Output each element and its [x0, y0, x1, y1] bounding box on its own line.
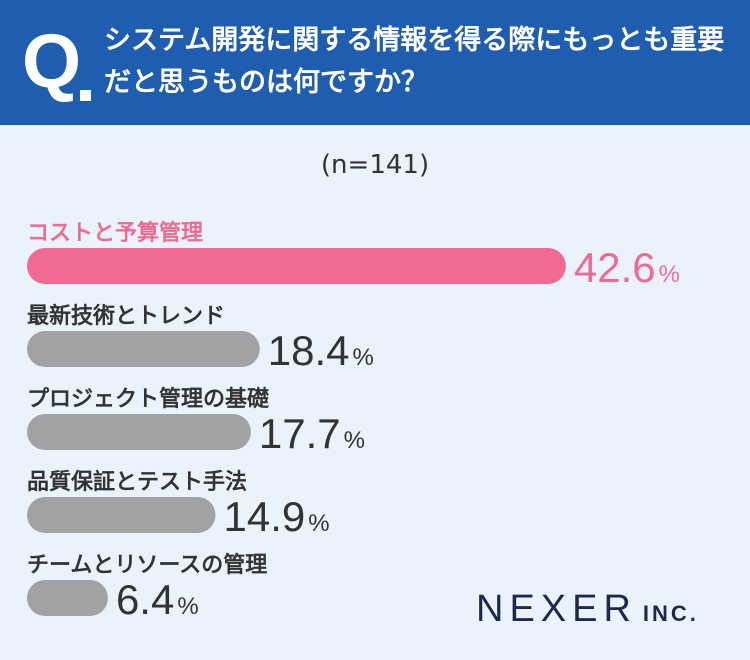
- value-label: 6.4%: [116, 576, 199, 623]
- value-label: 14.9%: [223, 493, 329, 540]
- bar: [27, 497, 216, 533]
- question-text: システム開発に関する情報を得る際にもっとも重要だと思うものは何ですか？: [104, 25, 725, 98]
- category-label: 最新技術とトレンド: [27, 303, 225, 329]
- category-label: チームとリソースの管理: [27, 552, 267, 578]
- bar: [27, 414, 251, 450]
- company-logo: NEXER INC.: [476, 588, 699, 631]
- question-header: Q システム開発に関する情報を得る際にもっとも重要だと思うものは何ですか？: [0, 0, 750, 125]
- category-label: プロジェクト管理の基礎: [27, 386, 270, 412]
- sample-size-label: (n=141): [320, 150, 430, 180]
- logo-sub-text: INC.: [642, 601, 699, 626]
- bar: [27, 248, 566, 284]
- question-mark-label: Q: [22, 19, 81, 104]
- bar: [27, 580, 108, 616]
- category-label: 品質保証とテスト手法: [27, 469, 247, 495]
- question-mark-dot: [80, 90, 91, 101]
- value-label: 18.4%: [268, 327, 374, 374]
- value-label: 42.6%: [574, 244, 680, 291]
- bar: [27, 331, 260, 367]
- category-label: コストと予算管理: [27, 220, 203, 246]
- logo-main-text: NEXER: [476, 588, 637, 630]
- value-label: 17.7%: [259, 410, 365, 457]
